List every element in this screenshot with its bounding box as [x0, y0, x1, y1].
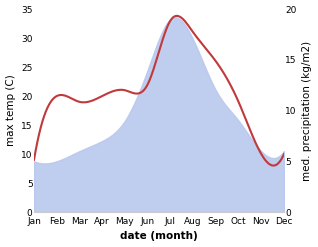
Y-axis label: med. precipitation (kg/m2): med. precipitation (kg/m2)	[302, 41, 313, 181]
Y-axis label: max temp (C): max temp (C)	[5, 75, 16, 146]
X-axis label: date (month): date (month)	[120, 231, 198, 242]
